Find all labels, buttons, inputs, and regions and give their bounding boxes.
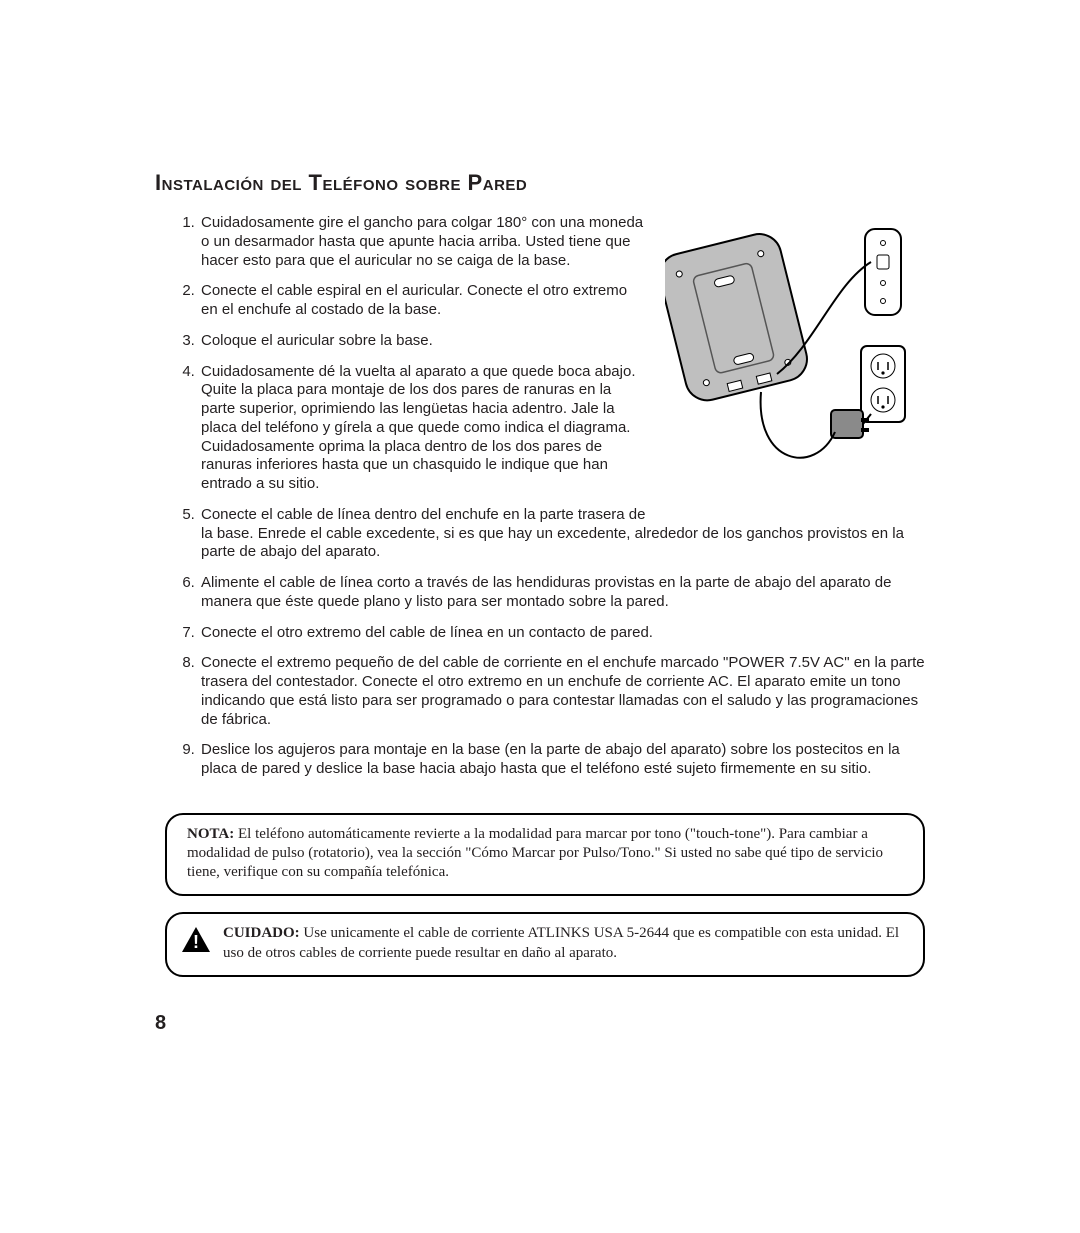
page-number: 8 [155, 1012, 166, 1035]
caution-content: CUIDADO: Use unicamente el cable de corr… [223, 924, 903, 962]
section-title: Instalación del Teléfono sobre Pared [155, 170, 925, 196]
step-6: Alimente el cable de línea corto a travé… [199, 574, 925, 612]
manual-page: Instalación del Teléfono sobre Pared [0, 0, 1080, 1233]
step-9: Deslice los agujeros para montaje en la … [199, 741, 925, 779]
note-box: NOTA: El teléfono automáticamente revier… [165, 813, 925, 897]
caution-box: ! CUIDADO: Use unicamente el cable de co… [165, 912, 925, 976]
note-text: El teléfono automáticamente revierte a l… [187, 826, 883, 880]
installation-diagram [665, 214, 925, 509]
caution-text: Use unicamente el cable de corriente ATL… [223, 925, 899, 960]
caution-label: CUIDADO: [223, 925, 300, 941]
step-8: Conecte el extremo pequeño de del cable … [199, 654, 925, 729]
svg-text:!: ! [193, 932, 199, 952]
step-5: Conecte el cable de línea dentro del enc… [199, 506, 925, 562]
step-7: Conecte el otro extremo del cable de lín… [199, 624, 925, 643]
note-label: NOTA: [187, 826, 234, 842]
warning-icon: ! [181, 926, 211, 959]
content-area: Cuidadosamente gire el gancho para colga… [155, 214, 925, 791]
diagram-svg [665, 214, 925, 504]
